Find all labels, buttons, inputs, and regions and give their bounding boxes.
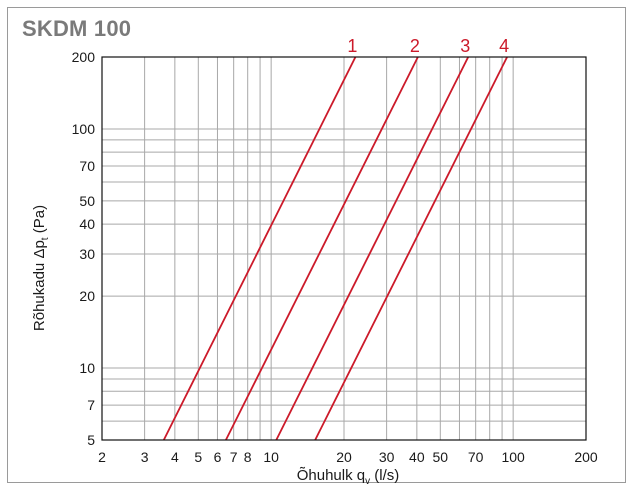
y-axis-label-main: Rõhukadu Δp bbox=[31, 240, 48, 331]
y-tick-label: 30 bbox=[79, 246, 95, 262]
curve-layer: 1 2 3 4 bbox=[162, 36, 509, 441]
y-axis-label: Rõhukadu Δpt (Pa) bbox=[31, 205, 51, 331]
x-axis-label: Õhuhulk qv (l/s) bbox=[297, 467, 400, 487]
x-tick-label: 70 bbox=[468, 449, 484, 465]
x-tick-label: 8 bbox=[244, 449, 252, 465]
x-tick-label: 6 bbox=[214, 449, 222, 465]
chart-frame bbox=[7, 7, 626, 483]
y-tick-label: 70 bbox=[79, 158, 95, 174]
x-tick-label: 7 bbox=[230, 449, 238, 465]
y-tick-label: 200 bbox=[72, 49, 96, 65]
curve-line-1 bbox=[162, 56, 357, 441]
y-tick-label: 100 bbox=[72, 121, 96, 137]
grid-layer bbox=[101, 56, 587, 441]
x-axis-label-main: Õhuhulk q bbox=[297, 467, 365, 484]
curve-line-2 bbox=[225, 56, 419, 441]
x-tick-label: 5 bbox=[194, 449, 202, 465]
y-tick-label: 50 bbox=[79, 193, 95, 209]
x-tick-label: 10 bbox=[263, 449, 279, 465]
curve-line-4 bbox=[314, 56, 508, 441]
y-tick-label: 20 bbox=[79, 288, 95, 304]
curve-line-3 bbox=[275, 56, 470, 441]
y-tick-label: 5 bbox=[87, 432, 95, 448]
curve-label-3: 3 bbox=[460, 36, 470, 56]
x-tick-label: 2 bbox=[98, 449, 106, 465]
x-tick-label: 30 bbox=[379, 449, 395, 465]
y-tick-label: 7 bbox=[87, 397, 95, 413]
x-tick-label: 200 bbox=[574, 449, 598, 465]
x-tick-label: 100 bbox=[501, 449, 525, 465]
x-axis-label-unit: (l/s) bbox=[370, 467, 399, 484]
curve-label-2: 2 bbox=[410, 36, 420, 56]
x-tick-label: 3 bbox=[141, 449, 149, 465]
x-tick-label: 40 bbox=[409, 449, 425, 465]
y-axis-label-sub: t bbox=[40, 237, 51, 240]
chart-title: SKDM 100 bbox=[22, 16, 132, 41]
curve-label-1: 1 bbox=[347, 36, 357, 56]
x-tick-label: 20 bbox=[336, 449, 352, 465]
plot-border bbox=[101, 56, 587, 441]
y-axis-label-unit: (Pa) bbox=[31, 205, 48, 238]
curve-label-4: 4 bbox=[499, 36, 509, 56]
x-tick-label: 50 bbox=[433, 449, 449, 465]
y-tick-label: 40 bbox=[79, 216, 95, 232]
x-axis-label-sub: v bbox=[365, 476, 370, 487]
tick-layer: 2 3 4 5 6 7 8 10 20 30 40 50 70 100 200571020304050701… bbox=[72, 49, 598, 465]
y-tick-label: 10 bbox=[79, 360, 95, 376]
x-tick-label: 4 bbox=[171, 449, 179, 465]
